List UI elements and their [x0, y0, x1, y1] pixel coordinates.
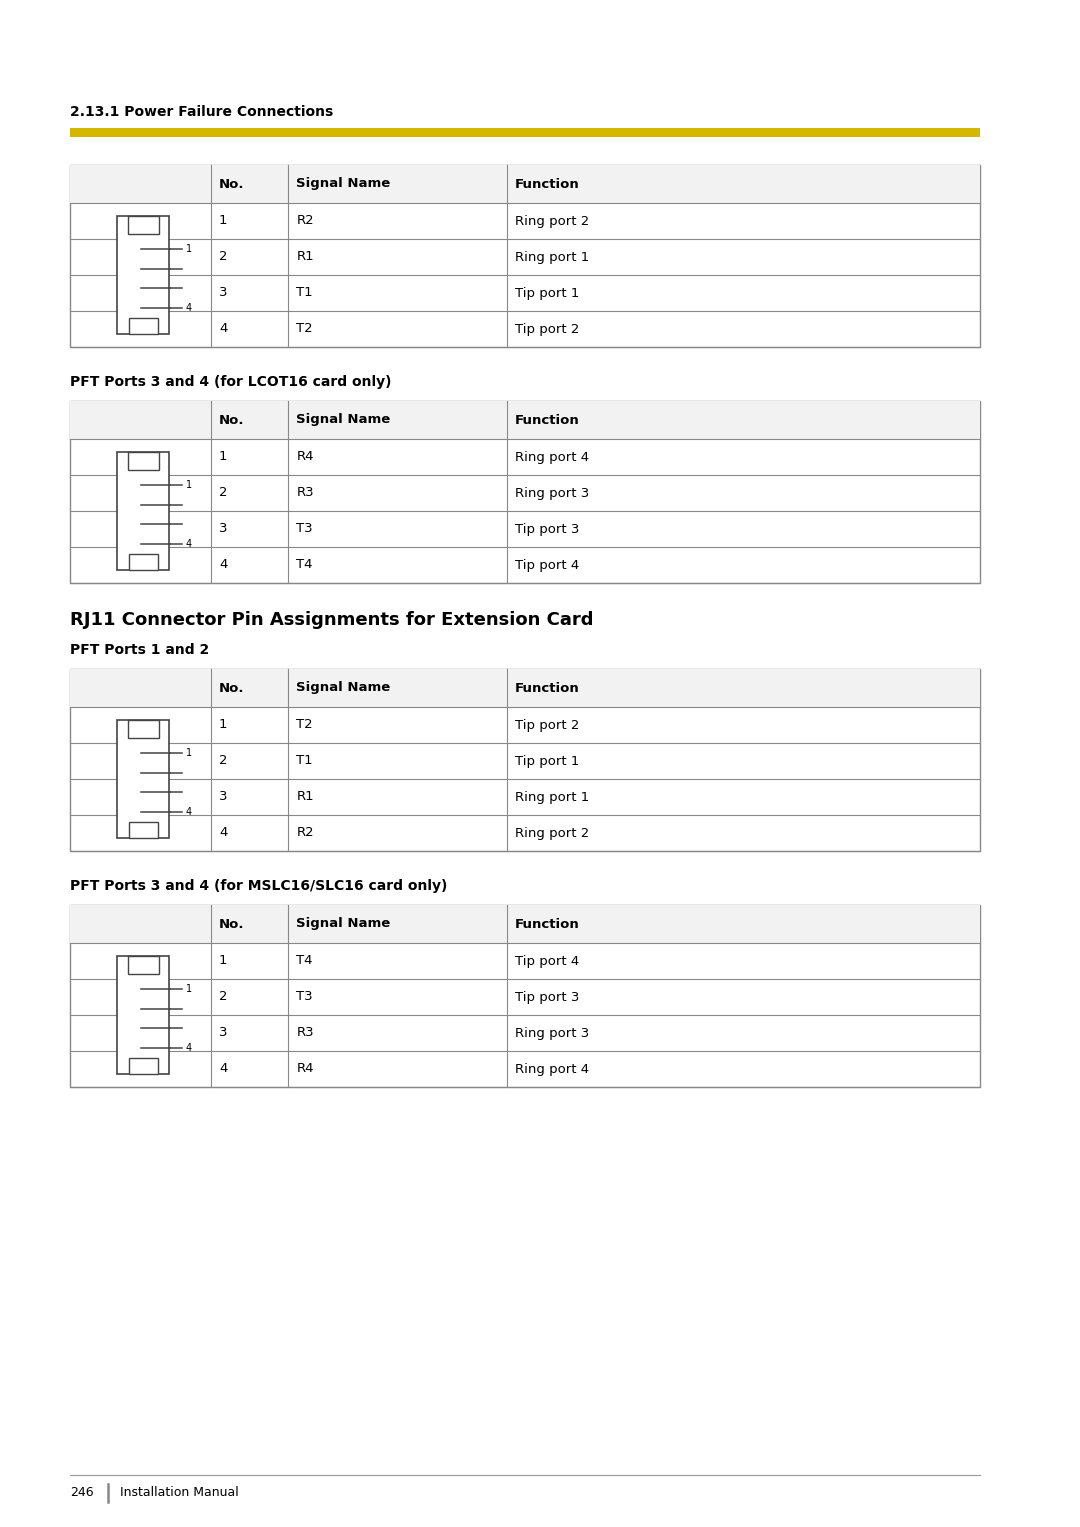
Text: T1: T1 [296, 754, 313, 768]
Text: 4: 4 [219, 322, 228, 336]
Text: 4: 4 [219, 826, 228, 840]
Bar [70, 669, 980, 851]
Text: Signal Name: Signal Name [296, 177, 391, 191]
Bar [70, 906, 980, 944]
Text: 4: 4 [186, 539, 192, 550]
Text: 4: 4 [219, 559, 228, 571]
Bar [70, 165, 980, 203]
Text: 2: 2 [219, 487, 228, 499]
Text: Installation Manual: Installation Manual [120, 1486, 239, 1500]
Text: T2: T2 [296, 719, 313, 731]
Bar [70, 128, 980, 137]
Text: R4: R4 [296, 450, 314, 464]
Bar [129, 822, 158, 838]
Text: Ring port 1: Ring port 1 [515, 791, 589, 803]
Text: Function: Function [515, 918, 580, 930]
Text: 1: 1 [219, 450, 228, 464]
Bar [129, 1058, 158, 1073]
Text: 4: 4 [219, 1063, 228, 1075]
Text: Tip port 3: Tip port 3 [515, 522, 579, 536]
Text: RJ11 Connector Pin Assignments for Extension Card: RJ11 Connector Pin Assignments for Exten… [70, 611, 594, 629]
Text: Tip port 2: Tip port 2 [515, 719, 579, 731]
Text: No.: No. [219, 177, 244, 191]
Text: R2: R2 [296, 214, 314, 228]
Text: 1: 1 [186, 748, 192, 757]
Text: Function: Function [515, 177, 580, 191]
Text: T1: T1 [296, 287, 313, 299]
Text: 1: 1 [219, 719, 228, 731]
Bar [70, 669, 980, 707]
Text: R3: R3 [296, 487, 314, 499]
Bar [70, 402, 980, 438]
Bar [118, 719, 170, 838]
Text: Ring port 3: Ring port 3 [515, 1026, 589, 1040]
Text: Ring port 4: Ring port 4 [515, 1063, 589, 1075]
Bar [129, 553, 158, 570]
Text: No.: No. [219, 681, 244, 695]
Bar [70, 402, 980, 583]
Text: T3: T3 [296, 991, 313, 1003]
Text: R1: R1 [296, 791, 314, 803]
Text: 2: 2 [219, 991, 228, 1003]
Text: Ring port 3: Ring port 3 [515, 487, 589, 499]
Text: Tip port 4: Tip port 4 [515, 954, 579, 968]
Bar [70, 165, 980, 347]
Text: Tip port 2: Tip port 2 [515, 322, 579, 336]
Text: 2: 2 [219, 754, 228, 768]
Bar [127, 452, 159, 470]
Text: Signal Name: Signal Name [296, 414, 391, 426]
Text: No.: No. [219, 414, 244, 426]
Bar [118, 215, 170, 334]
Bar [129, 318, 158, 334]
Text: R4: R4 [296, 1063, 314, 1075]
Text: 246: 246 [70, 1486, 94, 1500]
Text: R2: R2 [296, 826, 314, 840]
Text: Ring port 2: Ring port 2 [515, 214, 589, 228]
Text: Tip port 3: Tip port 3 [515, 991, 579, 1003]
Text: Ring port 2: Ring port 2 [515, 826, 589, 840]
Text: Ring port 1: Ring port 1 [515, 250, 589, 264]
Text: 2.13.1 Power Failure Connections: 2.13.1 Power Failure Connections [70, 105, 334, 119]
Bar [118, 452, 170, 570]
Text: 3: 3 [219, 287, 228, 299]
Text: 3: 3 [219, 1026, 228, 1040]
Text: R3: R3 [296, 1026, 314, 1040]
Text: Tip port 1: Tip port 1 [515, 754, 579, 768]
Text: Function: Function [515, 681, 580, 695]
Text: T4: T4 [296, 954, 313, 968]
Text: 4: 4 [186, 808, 192, 817]
Text: R1: R1 [296, 250, 314, 264]
Text: 4: 4 [186, 302, 192, 313]
Bar [127, 215, 159, 234]
Text: Tip port 4: Tip port 4 [515, 559, 579, 571]
Bar [70, 906, 980, 1087]
Text: 3: 3 [219, 522, 228, 536]
Text: Signal Name: Signal Name [296, 681, 391, 695]
Text: PFT Ports 1 and 2: PFT Ports 1 and 2 [70, 643, 210, 657]
Text: 1: 1 [219, 954, 228, 968]
Text: 1: 1 [219, 214, 228, 228]
Bar [118, 956, 170, 1073]
Text: 2: 2 [219, 250, 228, 264]
Text: 3: 3 [219, 791, 228, 803]
Text: T2: T2 [296, 322, 313, 336]
Bar [127, 719, 159, 738]
Text: T4: T4 [296, 559, 313, 571]
Text: Tip port 1: Tip port 1 [515, 287, 579, 299]
Bar [127, 956, 159, 974]
Text: PFT Ports 3 and 4 (for LCOT16 card only): PFT Ports 3 and 4 (for LCOT16 card only) [70, 376, 391, 389]
Text: PFT Ports 3 and 4 (for MSLC16/SLC16 card only): PFT Ports 3 and 4 (for MSLC16/SLC16 card… [70, 880, 447, 893]
Text: Ring port 4: Ring port 4 [515, 450, 589, 464]
Text: Signal Name: Signal Name [296, 918, 391, 930]
Text: 1: 1 [186, 244, 192, 253]
Text: 1: 1 [186, 983, 192, 994]
Text: No.: No. [219, 918, 244, 930]
Text: Function: Function [515, 414, 580, 426]
Text: T3: T3 [296, 522, 313, 536]
Text: 1: 1 [186, 479, 192, 490]
Text: 4: 4 [186, 1043, 192, 1054]
